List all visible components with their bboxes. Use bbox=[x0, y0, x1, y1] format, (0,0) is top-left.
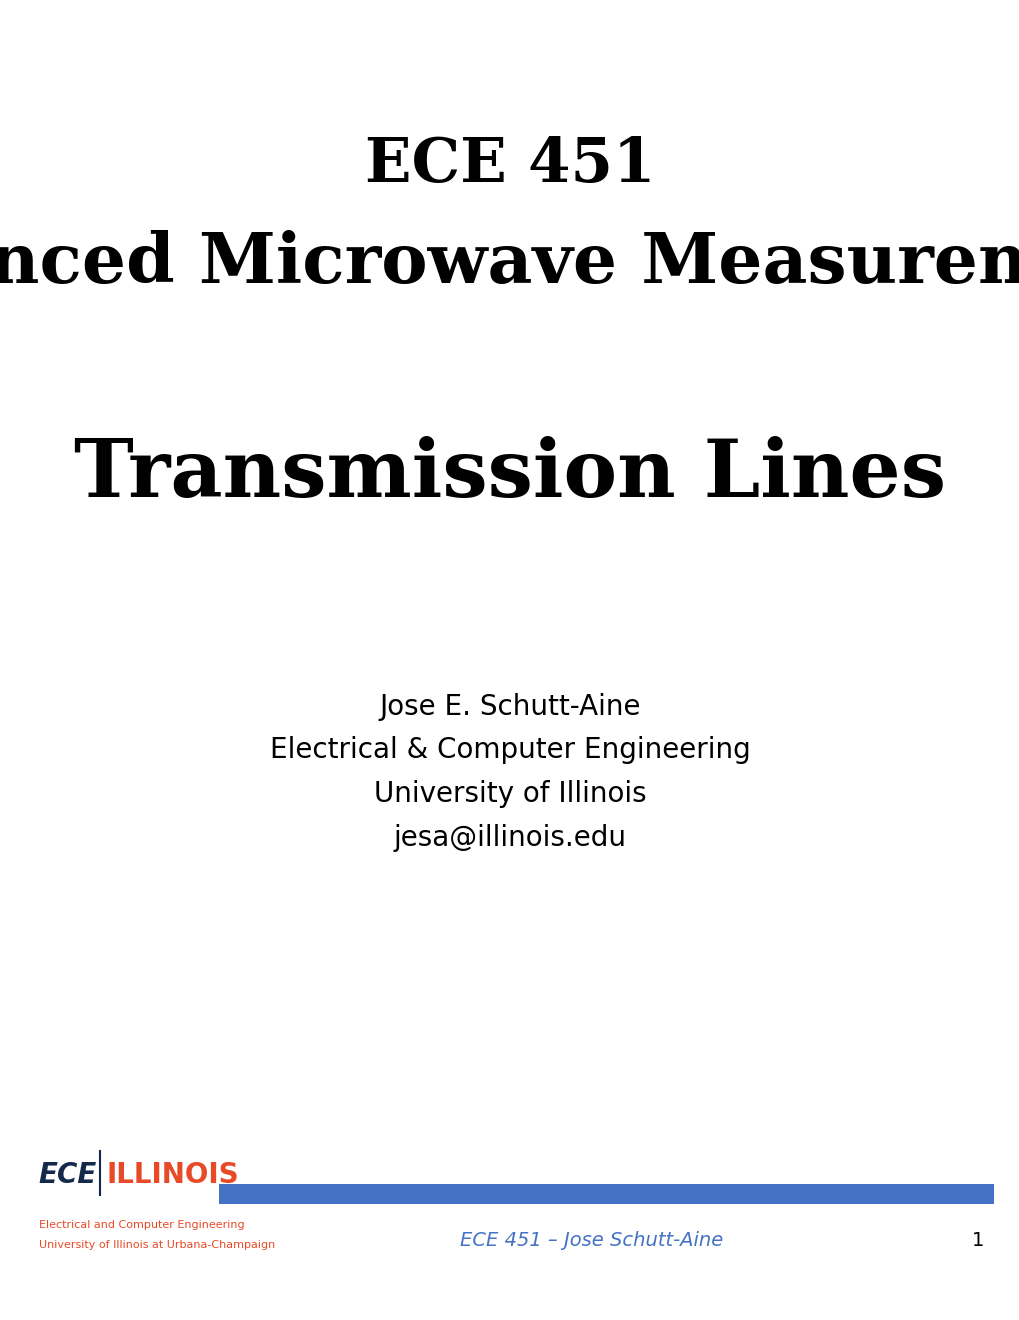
Text: ECE: ECE bbox=[39, 1160, 97, 1189]
Bar bbox=[219, 1184, 994, 1204]
Text: jesa@illinois.edu: jesa@illinois.edu bbox=[393, 824, 626, 851]
Text: ECE 451 – Jose Schutt-Aine: ECE 451 – Jose Schutt-Aine bbox=[460, 1232, 722, 1250]
Text: 1: 1 bbox=[971, 1232, 983, 1250]
Text: ECE 451: ECE 451 bbox=[365, 135, 654, 195]
Text: Advanced Microwave Measurements: Advanced Microwave Measurements bbox=[0, 231, 1019, 297]
Text: Jose E. Schutt-Aine: Jose E. Schutt-Aine bbox=[379, 693, 640, 721]
Text: Transmission Lines: Transmission Lines bbox=[74, 436, 945, 515]
Text: University of Illinois at Urbana-Champaign: University of Illinois at Urbana-Champai… bbox=[39, 1239, 275, 1250]
Text: ILLINOIS: ILLINOIS bbox=[106, 1160, 238, 1189]
Text: Electrical & Computer Engineering: Electrical & Computer Engineering bbox=[269, 737, 750, 764]
Text: Electrical and Computer Engineering: Electrical and Computer Engineering bbox=[39, 1220, 245, 1230]
Text: University of Illinois: University of Illinois bbox=[373, 780, 646, 808]
